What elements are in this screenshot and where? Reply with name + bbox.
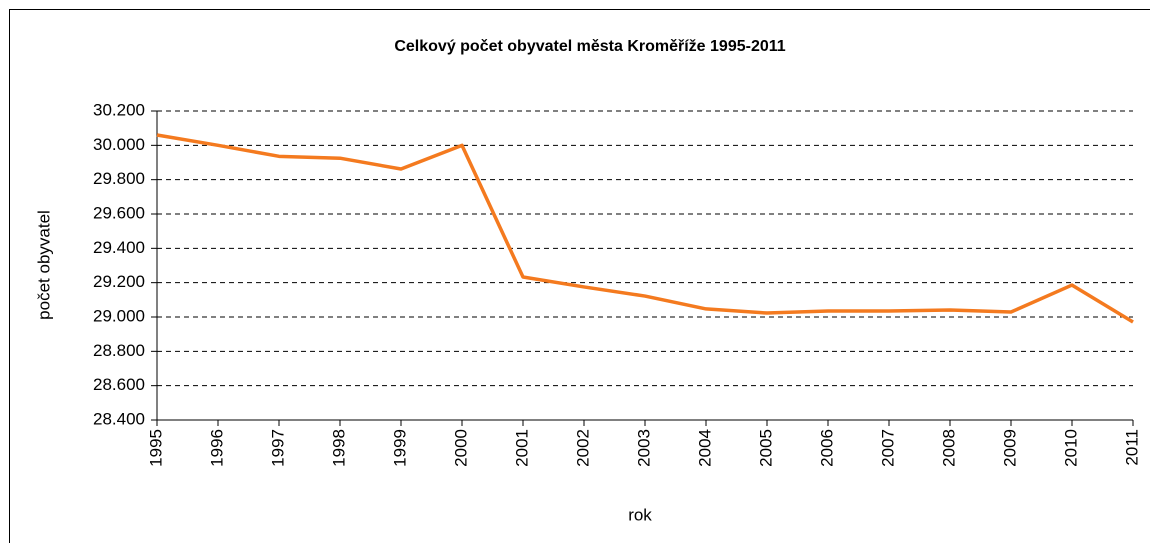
x-tick-label: 1997 bbox=[268, 429, 287, 467]
y-tick-label: 29.200 bbox=[93, 272, 145, 291]
x-tick-label: 1998 bbox=[329, 429, 348, 467]
chart-border bbox=[9, 9, 1150, 543]
x-tick-label: 2007 bbox=[878, 429, 897, 467]
x-tick-label: 1996 bbox=[207, 429, 226, 467]
y-tick-label: 28.400 bbox=[93, 409, 145, 428]
x-tick-label: 2000 bbox=[451, 429, 470, 467]
x-tick-label: 2009 bbox=[1000, 429, 1019, 467]
y-tick-label: 29.600 bbox=[93, 203, 145, 222]
y-tick-label: 29.000 bbox=[93, 306, 145, 325]
y-tick-label: 28.600 bbox=[93, 375, 145, 394]
x-axis-label: rok bbox=[628, 505, 652, 524]
x-tick-label: 2008 bbox=[939, 429, 958, 467]
x-tick-label: 2002 bbox=[573, 429, 592, 467]
y-tick-label: 30.000 bbox=[93, 135, 145, 154]
x-tick-label: 1999 bbox=[390, 429, 409, 467]
x-tick-label: 2003 bbox=[634, 429, 653, 467]
y-tick-label: 29.400 bbox=[93, 238, 145, 257]
line-series bbox=[156, 133, 1134, 324]
x-tick-label: 2001 bbox=[512, 429, 531, 467]
y-axis-label: počet obyvatel bbox=[34, 210, 53, 320]
y-tick-label: 28.800 bbox=[93, 341, 145, 360]
x-tick-label: 2004 bbox=[695, 429, 714, 467]
y-tick-label: 30.200 bbox=[93, 100, 145, 119]
x-tick-label: 2011 bbox=[1122, 429, 1141, 466]
y-tick-label: 29.800 bbox=[93, 169, 145, 188]
chart-title: Celkový počet obyvatel města Kroměříže 1… bbox=[394, 38, 785, 55]
x-tick-label: 2010 bbox=[1061, 429, 1080, 467]
x-tick-label: 1995 bbox=[146, 429, 165, 467]
x-tick-label: 2006 bbox=[817, 429, 836, 467]
x-tick-label: 2005 bbox=[756, 429, 775, 467]
